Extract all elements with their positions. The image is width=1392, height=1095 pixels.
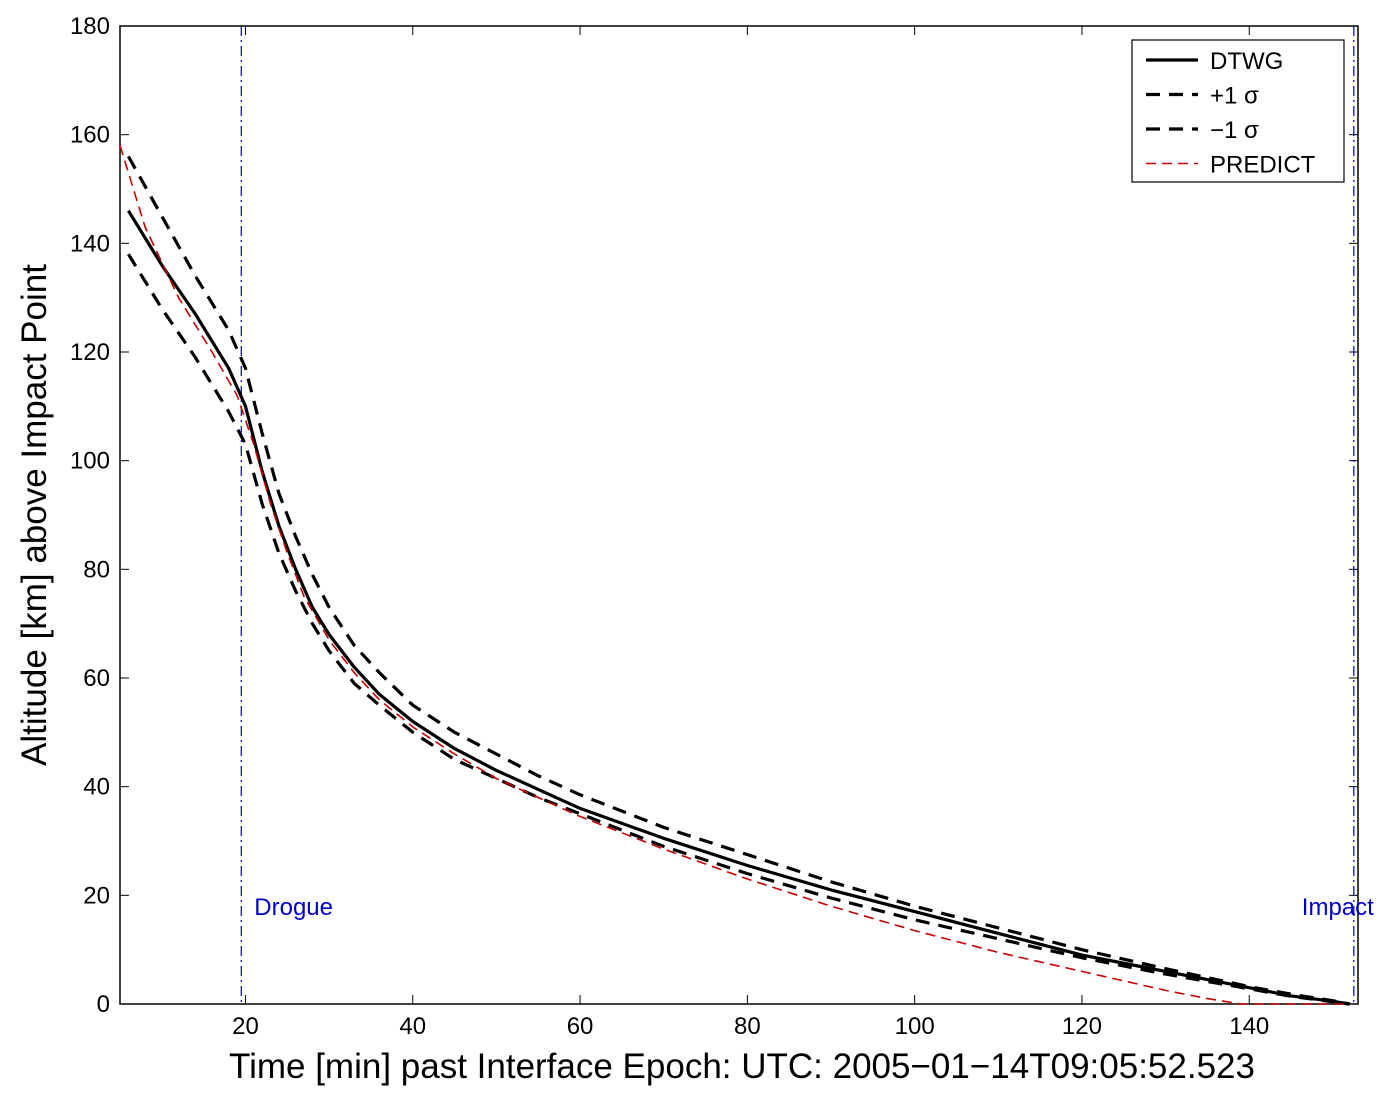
legend-label-1: +1 σ — [1210, 83, 1259, 110]
series-line-0 — [127, 209, 1350, 1006]
annotation-label-impact: Impact — [1302, 894, 1374, 921]
y-axis-label: Altitude [km] above Impact Point — [15, 264, 54, 766]
x-tick-label: 60 — [567, 1013, 594, 1040]
y-tick-label: 120 — [70, 339, 110, 366]
legend-label-2: −1 σ — [1210, 117, 1259, 144]
plot-area — [119, 25, 1359, 1005]
y-tick-label: 40 — [83, 774, 110, 801]
y-tick-label: 0 — [97, 991, 110, 1018]
y-tick-label: 80 — [83, 556, 110, 583]
series-line-2 — [127, 253, 1350, 1006]
x-tick-label: 120 — [1062, 1013, 1102, 1040]
x-tick-label: 40 — [399, 1013, 426, 1040]
x-tick-label: 100 — [895, 1013, 935, 1040]
legend-label-3: PREDICT — [1210, 152, 1316, 179]
y-tick-label: 20 — [83, 882, 110, 909]
x-axis-label: Time [min] past Interface Epoch: UTC: 20… — [229, 1047, 1255, 1086]
legend-box — [1131, 39, 1345, 183]
x-tick-label: 20 — [232, 1013, 259, 1040]
legend: DTWG +1 σ −1 σ PREDICT — [1131, 39, 1345, 183]
y-tick-label: 180 — [70, 13, 110, 40]
annotation-label-drogue: Drogue — [254, 894, 333, 921]
legend-label-0: DTWG — [1210, 48, 1283, 75]
y-tick-label: 160 — [70, 122, 110, 149]
y-tick-label: 140 — [70, 230, 110, 257]
y-tick-label: 60 — [83, 665, 110, 692]
x-tick-label: 140 — [1229, 1013, 1269, 1040]
annotations: Drogue Impact — [240, 26, 1374, 1004]
y-tick-label: 100 — [70, 448, 110, 475]
series-group — [119, 145, 1350, 1006]
series-line-1 — [127, 155, 1350, 1006]
x-tick-label: 80 — [734, 1013, 761, 1040]
axis-ticks: 20 40 60 80 100 120 140 0 20 40 60 80 100 120 140 160 18… — [70, 13, 1358, 1040]
